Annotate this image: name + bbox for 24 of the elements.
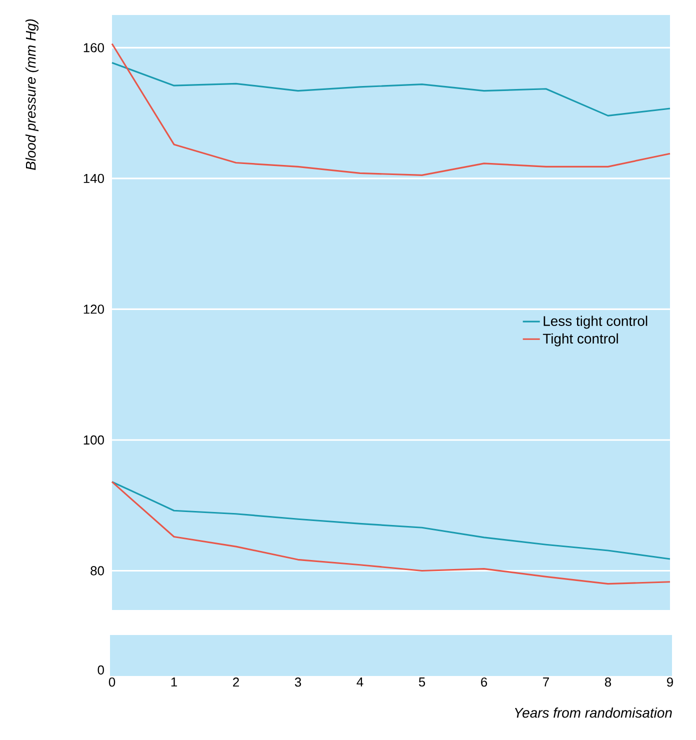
- legend-label: Less tight control: [544, 316, 648, 329]
- x-tick-label: 7: [543, 678, 549, 686]
- line-series: [111, 62, 671, 116]
- y-tick-label: 100: [84, 435, 104, 445]
- x-tick-label: 5: [418, 678, 426, 687]
- y-tick-label: 120: [84, 304, 104, 314]
- line-series: [111, 42, 671, 176]
- y-axis-title: Blood pressure (mm Hg): [25, 19, 38, 170]
- x-tick-label: 1: [171, 678, 177, 686]
- line-series: [111, 481, 671, 560]
- x-tick-label: 8: [604, 678, 612, 687]
- y-tick-label: 160: [84, 43, 104, 52]
- text: 0: [98, 665, 104, 675]
- legend-label: Tight control: [542, 333, 618, 346]
- x-tick-label: 9: [667, 678, 673, 687]
- line-series: [111, 481, 671, 585]
- y-tick-label: 80: [90, 566, 104, 576]
- x-tick-label: 4: [356, 678, 364, 686]
- y-tick-label: 140: [84, 174, 104, 184]
- x-tick-label: 3: [294, 678, 302, 687]
- x-tick-label: 2: [233, 678, 239, 687]
- x-tick-label: 0: [108, 678, 116, 687]
- x-tick-label: 6: [481, 678, 488, 687]
- x-axis-title: Years from randomisation: [515, 708, 672, 718]
